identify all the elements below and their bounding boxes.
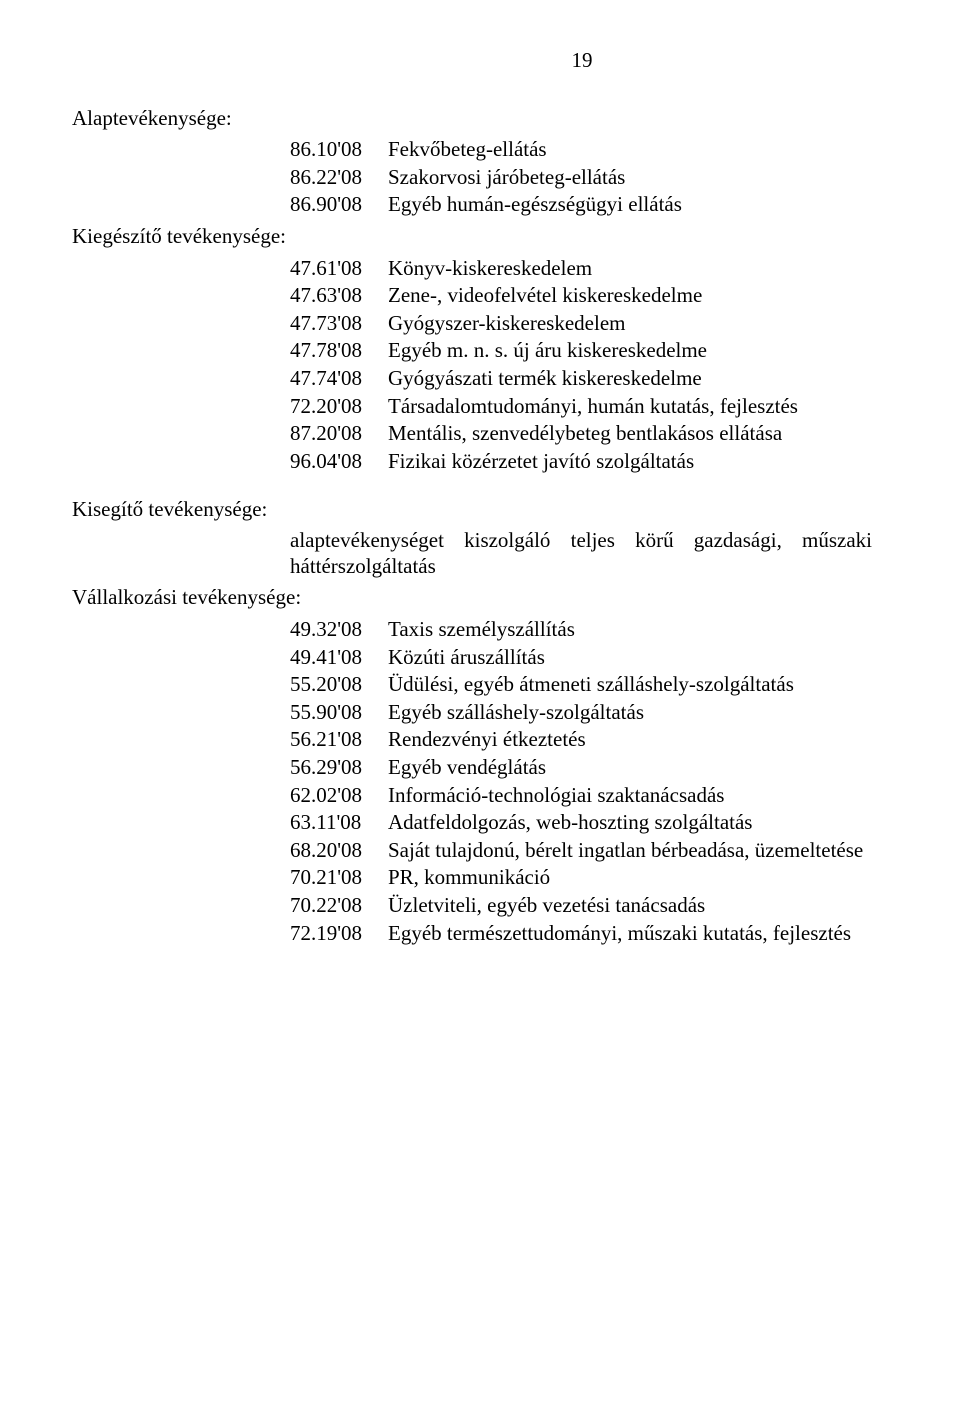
business-activities: 49.32'08 Taxis személyszállítás 49.41'08… xyxy=(290,617,872,946)
section-label-supplementary: Kiegészítő tevékenysége: xyxy=(72,224,872,250)
section-label-auxiliary: Kisegítő tevékenysége: xyxy=(72,497,872,523)
activity-code: 62.02'08 xyxy=(290,783,388,809)
activity-code: 56.21'08 xyxy=(290,727,388,753)
activity-desc: Taxis személyszállítás xyxy=(388,617,872,643)
activity-row: 63.11'08 Adatfeldolgozás, web-hoszting s… xyxy=(290,810,872,836)
auxiliary-text: alaptevékenységet kiszolgáló teljes körű… xyxy=(290,528,872,579)
activity-code: 47.74'08 xyxy=(290,366,388,392)
activity-code: 47.78'08 xyxy=(290,338,388,364)
section-label-business: Vállalkozási tevékenysége: xyxy=(72,585,872,611)
activity-desc: Rendezvényi étkeztetés xyxy=(388,727,872,753)
activity-desc: Üzletviteli, egyéb vezetési tanácsadás xyxy=(388,893,872,919)
activity-code: 72.20'08 xyxy=(290,394,388,420)
activity-code: 72.19'08 xyxy=(290,921,388,947)
activity-desc: Adatfeldolgozás, web-hoszting szolgáltat… xyxy=(388,810,872,836)
activity-row: 47.73'08 Gyógyszer-kiskereskedelem xyxy=(290,311,872,337)
activity-desc: Információ-technológiai szaktanácsadás xyxy=(388,783,872,809)
activity-code: 87.20'08 xyxy=(290,421,388,447)
activity-desc: Fekvőbeteg-ellátás xyxy=(388,137,872,163)
activity-row: 70.22'08 Üzletviteli, egyéb vezetési tan… xyxy=(290,893,872,919)
activity-code: 55.90'08 xyxy=(290,700,388,726)
activity-code: 56.29'08 xyxy=(290,755,388,781)
activity-row: 47.74'08 Gyógyászati termék kiskereskede… xyxy=(290,366,872,392)
activity-row: 56.21'08 Rendezvényi étkeztetés xyxy=(290,727,872,753)
activity-code: 70.22'08 xyxy=(290,893,388,919)
activity-row: 47.61'08 Könyv-kiskereskedelem xyxy=(290,256,872,282)
activity-row: 55.90'08 Egyéb szálláshely-szolgáltatás xyxy=(290,700,872,726)
section-label-primary: Alaptevékenysége: xyxy=(72,106,872,132)
activity-row: 86.90'08 Egyéb humán-egészségügyi ellátá… xyxy=(290,192,872,218)
activity-desc: Gyógyászati termék kiskereskedelme xyxy=(388,366,872,392)
activity-row: 47.63'08 Zene-, videofelvétel kiskereske… xyxy=(290,283,872,309)
activity-row: 96.04'08 Fizikai közérzetet javító szolg… xyxy=(290,449,872,475)
activity-code: 47.63'08 xyxy=(290,283,388,309)
activity-code: 63.11'08 xyxy=(290,810,388,836)
page-number: 19 xyxy=(72,48,872,74)
activity-desc: Fizikai közérzetet javító szolgáltatás xyxy=(388,449,872,475)
activity-desc: Egyéb szálláshely-szolgáltatás xyxy=(388,700,872,726)
activity-code: 47.73'08 xyxy=(290,311,388,337)
activity-row: 56.29'08 Egyéb vendéglátás xyxy=(290,755,872,781)
activity-desc: Egyéb humán-egészségügyi ellátás xyxy=(388,192,872,218)
activity-desc: Egyéb vendéglátás xyxy=(388,755,872,781)
document-page: 19 Alaptevékenysége: 86.10'08 Fekvőbeteg… xyxy=(0,0,960,1421)
activity-code: 86.10'08 xyxy=(290,137,388,163)
activity-code: 49.32'08 xyxy=(290,617,388,643)
activity-desc: Zene-, videofelvétel kiskereskedelme xyxy=(388,283,872,309)
activity-row: 55.20'08 Üdülési, egyéb átmeneti szállás… xyxy=(290,672,872,698)
primary-activities: 86.10'08 Fekvőbeteg-ellátás 86.22'08 Sza… xyxy=(290,137,872,218)
activity-desc: Könyv-kiskereskedelem xyxy=(388,256,872,282)
supplementary-activities: 47.61'08 Könyv-kiskereskedelem 47.63'08 … xyxy=(290,256,872,475)
activity-code: 49.41'08 xyxy=(290,645,388,671)
activity-code: 70.21'08 xyxy=(290,865,388,891)
activity-row: 70.21'08 PR, kommunikáció xyxy=(290,865,872,891)
activity-desc: Saját tulajdonú, bérelt ingatlan bérbead… xyxy=(388,838,872,864)
activity-row: 72.19'08 Egyéb természettudományi, műsza… xyxy=(290,921,872,947)
activity-desc: Szakorvosi járóbeteg-ellátás xyxy=(388,165,872,191)
activity-row: 72.20'08 Társadalomtudományi, humán kuta… xyxy=(290,394,872,420)
activity-desc: Egyéb m. n. s. új áru kiskereskedelme xyxy=(388,338,872,364)
spacer xyxy=(72,479,872,491)
activity-row: 47.78'08 Egyéb m. n. s. új áru kiskeresk… xyxy=(290,338,872,364)
activity-code: 86.22'08 xyxy=(290,165,388,191)
activity-row: 86.10'08 Fekvőbeteg-ellátás xyxy=(290,137,872,163)
activity-row: 49.41'08 Közúti áruszállítás xyxy=(290,645,872,671)
activity-desc: Mentális, szenvedélybeteg bentlakásos el… xyxy=(388,421,872,447)
activity-code: 68.20'08 xyxy=(290,838,388,864)
activity-code: 96.04'08 xyxy=(290,449,388,475)
activity-row: 68.20'08 Saját tulajdonú, bérelt ingatla… xyxy=(290,838,872,864)
activity-row: 86.22'08 Szakorvosi járóbeteg-ellátás xyxy=(290,165,872,191)
activity-desc: Társadalomtudományi, humán kutatás, fejl… xyxy=(388,394,872,420)
activity-row: 62.02'08 Információ-technológiai szaktan… xyxy=(290,783,872,809)
activity-desc: Egyéb természettudományi, műszaki kutatá… xyxy=(388,921,872,947)
activity-code: 55.20'08 xyxy=(290,672,388,698)
activity-row: 87.20'08 Mentális, szenvedélybeteg bentl… xyxy=(290,421,872,447)
activity-desc: Közúti áruszállítás xyxy=(388,645,872,671)
activity-code: 86.90'08 xyxy=(290,192,388,218)
activity-desc: PR, kommunikáció xyxy=(388,865,872,891)
activity-code: 47.61'08 xyxy=(290,256,388,282)
activity-row: 49.32'08 Taxis személyszállítás xyxy=(290,617,872,643)
activity-desc: Üdülési, egyéb átmeneti szálláshely-szol… xyxy=(388,672,872,698)
activity-desc: Gyógyszer-kiskereskedelem xyxy=(388,311,872,337)
